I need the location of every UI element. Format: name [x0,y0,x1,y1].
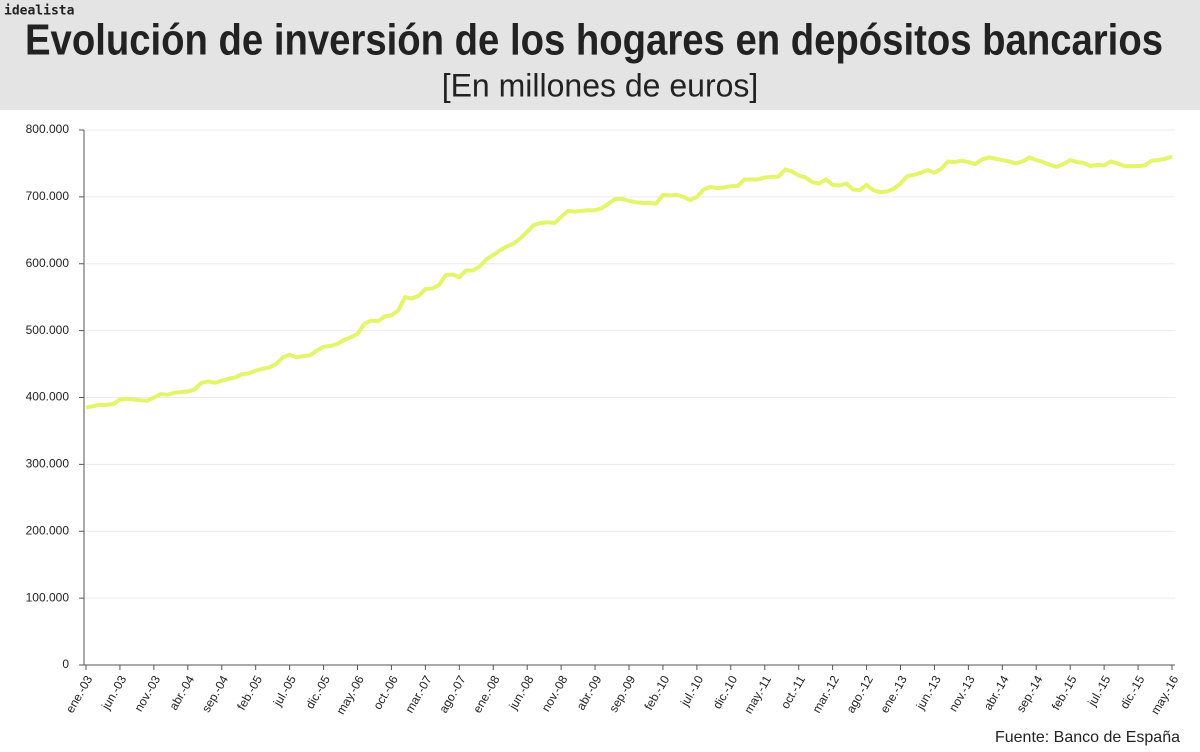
x-tick-label: nov.-08 [539,673,571,714]
x-tick-label: jul.-15 [1085,673,1114,709]
x-tick-label: may.-06 [333,673,367,717]
x-tick-label: sep.-09 [606,673,638,715]
x-tick-label: feb.-10 [641,673,672,713]
x-tick-label: may.-16 [1148,673,1182,717]
x-tick-label: dic.-15 [1117,673,1147,711]
x-tick-label: jul.-10 [677,673,706,709]
x-tick-label: mar.-12 [810,673,843,716]
x-tick-label: ene.-03 [63,673,96,716]
y-tick-label: 700.000 [26,189,70,203]
y-tick-label: 800.000 [26,122,70,136]
source: Fuente: Banco de España [995,729,1180,746]
x-tick-label: oct.-11 [778,673,808,711]
x-tick-label: sep.-14 [1013,673,1045,715]
x-tick-label: jul.-05 [270,673,299,709]
x-tick-label: may.-11 [741,673,774,716]
y-tick-label: 300.000 [26,457,70,471]
y-tick-label: 100.000 [26,590,70,604]
x-tick-label: oct.-06 [370,673,401,712]
x-tick-label: nov.-03 [132,673,164,714]
x-tick-label: ene.-08 [470,673,503,716]
x-tick-label: jun.-13 [913,673,944,713]
y-tick-label: 600.000 [26,256,70,270]
x-tick-label: jun.-03 [98,673,129,713]
header-band [0,0,1200,110]
x-tick-label: jun.-08 [506,673,537,713]
chart-subtitle: [En millones de euros] [442,67,759,103]
x-tick-label: feb.-15 [1049,673,1080,713]
x-tick-label: feb.-05 [234,673,265,713]
y-tick-label: 200.000 [26,523,70,537]
x-tick-label: ago.-07 [436,673,469,716]
data-line [85,154,1173,410]
x-tick-label: abr.-09 [574,673,605,713]
x-tick-label: ago.-12 [843,673,876,716]
x-tick-label: nov.-13 [946,673,978,714]
chart-title: Evolución de inversión de los hogares en… [25,16,1163,65]
y-tick-label: 0 [62,657,69,671]
brand: idealista [4,4,75,19]
y-tick-label: 500.000 [26,323,70,337]
x-tick-label: dic.-10 [710,673,740,711]
y-tick-label: 400.000 [26,390,70,404]
x-tick-label: mar.-07 [402,673,435,716]
x-tick-label: sep.-04 [199,673,231,715]
x-tick-label: abr.-04 [166,673,197,713]
x-tick-label: dic.-05 [303,673,333,711]
x-tick-label: abr.-14 [981,673,1012,713]
x-tick-label: ene.-13 [877,673,910,716]
